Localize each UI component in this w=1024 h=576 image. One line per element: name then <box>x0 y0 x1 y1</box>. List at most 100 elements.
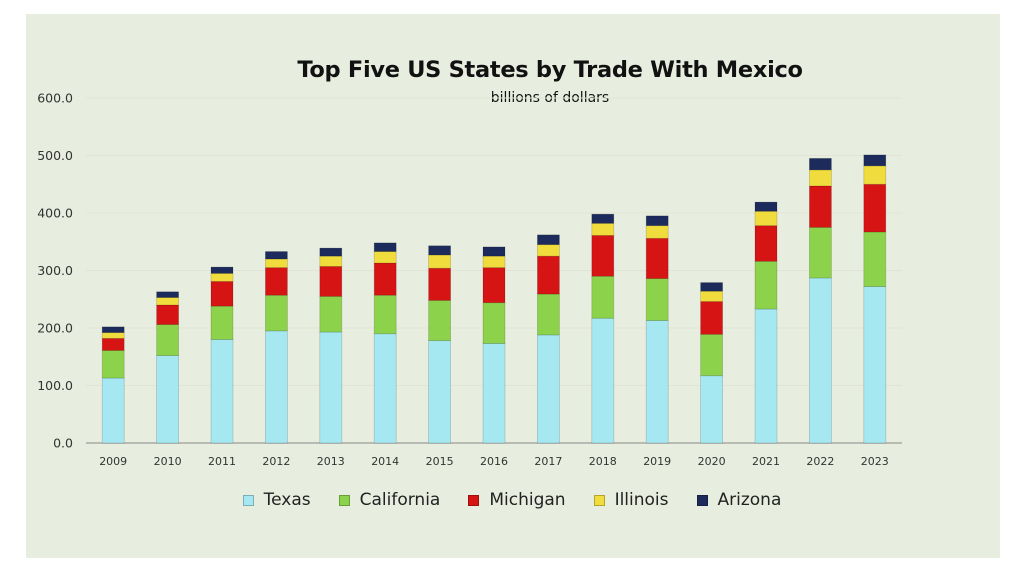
legend-label: Texas <box>263 490 311 510</box>
x-tick-label: 2022 <box>806 455 834 468</box>
bar-segment-michigan-2013 <box>319 266 343 297</box>
bar-segment-arizona-2009 <box>101 326 125 334</box>
x-tick-label: 2015 <box>426 455 454 468</box>
bar-segment-texas-2012 <box>264 330 288 444</box>
bar-segment-arizona-2018 <box>591 213 615 224</box>
bar-segment-michigan-2010 <box>156 304 180 325</box>
legend-label: California <box>359 490 441 510</box>
bar-segment-illinois-2014 <box>373 251 397 264</box>
bar-segment-arizona-2013 <box>319 247 343 257</box>
legend-swatch <box>696 494 708 506</box>
x-tick-label: 2011 <box>208 455 236 468</box>
bar-segment-michigan-2019 <box>645 237 669 279</box>
bar-segment-texas-2022 <box>809 277 832 444</box>
bar-segment-illinois-2022 <box>809 169 832 187</box>
bar-segment-texas-2023 <box>863 286 887 444</box>
x-tick-label: 2010 <box>154 455 182 468</box>
x-tick-label: 2019 <box>643 455 671 468</box>
bar-segment-california-2021 <box>754 260 778 310</box>
bar-segment-illinois-2021 <box>754 210 778 227</box>
chart-legend: Texas California Michigan Illinois Arizona <box>0 490 1024 510</box>
bar-segment-illinois-2016 <box>482 255 506 269</box>
x-tick-label: 2009 <box>99 455 127 468</box>
bar-segment-michigan-2015 <box>428 267 452 301</box>
bar-segment-arizona-2017 <box>537 234 560 246</box>
bar-segment-michigan-2009 <box>101 337 125 351</box>
bar-segment-texas-2018 <box>591 317 615 444</box>
bar-segment-michigan-2014 <box>373 262 397 296</box>
bar-segment-california-2009 <box>101 350 125 379</box>
legend-item-texas: Texas <box>242 490 311 510</box>
bar-segment-arizona-2022 <box>809 157 832 171</box>
bar-segment-illinois-2023 <box>863 165 887 185</box>
bar-segment-texas-2015 <box>428 340 452 444</box>
bar-segment-arizona-2020 <box>700 282 723 292</box>
bar-segment-california-2014 <box>373 294 397 335</box>
bar-segment-arizona-2011 <box>210 266 234 274</box>
legend-item-arizona: Arizona <box>696 490 782 510</box>
bar-segment-illinois-2019 <box>645 225 669 239</box>
bar-segment-arizona-2012 <box>264 251 288 260</box>
x-tick-label: 2021 <box>752 455 780 468</box>
bar-segment-michigan-2018 <box>591 235 615 277</box>
legend-item-illinois: Illinois <box>593 490 669 510</box>
legend-item-michigan: Michigan <box>468 490 566 510</box>
bar-segment-illinois-2012 <box>264 258 288 269</box>
bar-segment-texas-2021 <box>754 308 778 444</box>
x-tick-label: 2016 <box>480 455 508 468</box>
bar-segment-texas-2010 <box>156 355 180 444</box>
bar-segment-arizona-2023 <box>863 154 887 167</box>
bar-segment-california-2010 <box>156 324 180 356</box>
bar-segment-california-2015 <box>428 299 452 342</box>
bar-segment-texas-2019 <box>645 320 669 444</box>
bar-segment-california-2013 <box>319 295 343 333</box>
bar-segment-california-2016 <box>482 302 506 344</box>
y-tick-label: 300.0 <box>37 263 73 278</box>
bar-segment-arizona-2021 <box>754 201 778 212</box>
bar-segment-texas-2014 <box>373 333 397 444</box>
bar-segment-michigan-2021 <box>754 225 778 262</box>
legend-item-california: California <box>338 490 441 510</box>
chart-panel <box>26 14 1000 558</box>
bar-segment-michigan-2020 <box>700 301 723 335</box>
legend-label: Michigan <box>489 490 566 510</box>
bar-segment-california-2012 <box>264 294 288 332</box>
bar-segment-california-2022 <box>809 226 832 279</box>
bar-segment-california-2023 <box>863 231 887 288</box>
bar-segment-illinois-2015 <box>428 254 452 269</box>
y-tick-label: 400.0 <box>37 206 73 221</box>
legend-swatch <box>242 494 254 506</box>
bar-segment-illinois-2020 <box>700 290 723 302</box>
y-tick-label: 500.0 <box>37 148 73 163</box>
bar-segment-california-2011 <box>210 305 234 340</box>
bar-segment-california-2020 <box>700 333 723 377</box>
legend-label: Illinois <box>614 490 669 510</box>
bar-segment-illinois-2017 <box>537 244 560 257</box>
x-tick-label: 2018 <box>589 455 617 468</box>
bar-segment-california-2017 <box>537 293 560 336</box>
bar-segment-texas-2013 <box>319 331 343 444</box>
legend-swatch <box>593 494 605 506</box>
bar-segment-texas-2016 <box>482 343 506 444</box>
legend-swatch <box>338 494 350 506</box>
bar-segment-arizona-2014 <box>373 242 397 252</box>
bar-segment-arizona-2010 <box>156 291 180 298</box>
bar-segment-arizona-2016 <box>482 246 506 257</box>
bar-segment-michigan-2022 <box>809 185 832 228</box>
legend-label: Arizona <box>717 490 782 510</box>
bar-segment-california-2019 <box>645 278 669 321</box>
bar-segment-arizona-2019 <box>645 215 669 227</box>
bar-segment-illinois-2010 <box>156 297 180 306</box>
bar-segment-michigan-2016 <box>482 267 506 304</box>
x-tick-label: 2020 <box>698 455 726 468</box>
bar-segment-michigan-2011 <box>210 281 234 307</box>
bar-segment-arizona-2015 <box>428 245 452 256</box>
chart-title: Top Five US States by Trade With Mexico <box>297 57 803 83</box>
x-tick-label: 2023 <box>861 455 889 468</box>
bar-segment-illinois-2013 <box>319 255 343 267</box>
x-tick-label: 2013 <box>317 455 345 468</box>
bar-segment-illinois-2009 <box>101 332 125 339</box>
bar-segment-texas-2009 <box>101 377 125 444</box>
bar-segment-texas-2017 <box>537 334 560 444</box>
